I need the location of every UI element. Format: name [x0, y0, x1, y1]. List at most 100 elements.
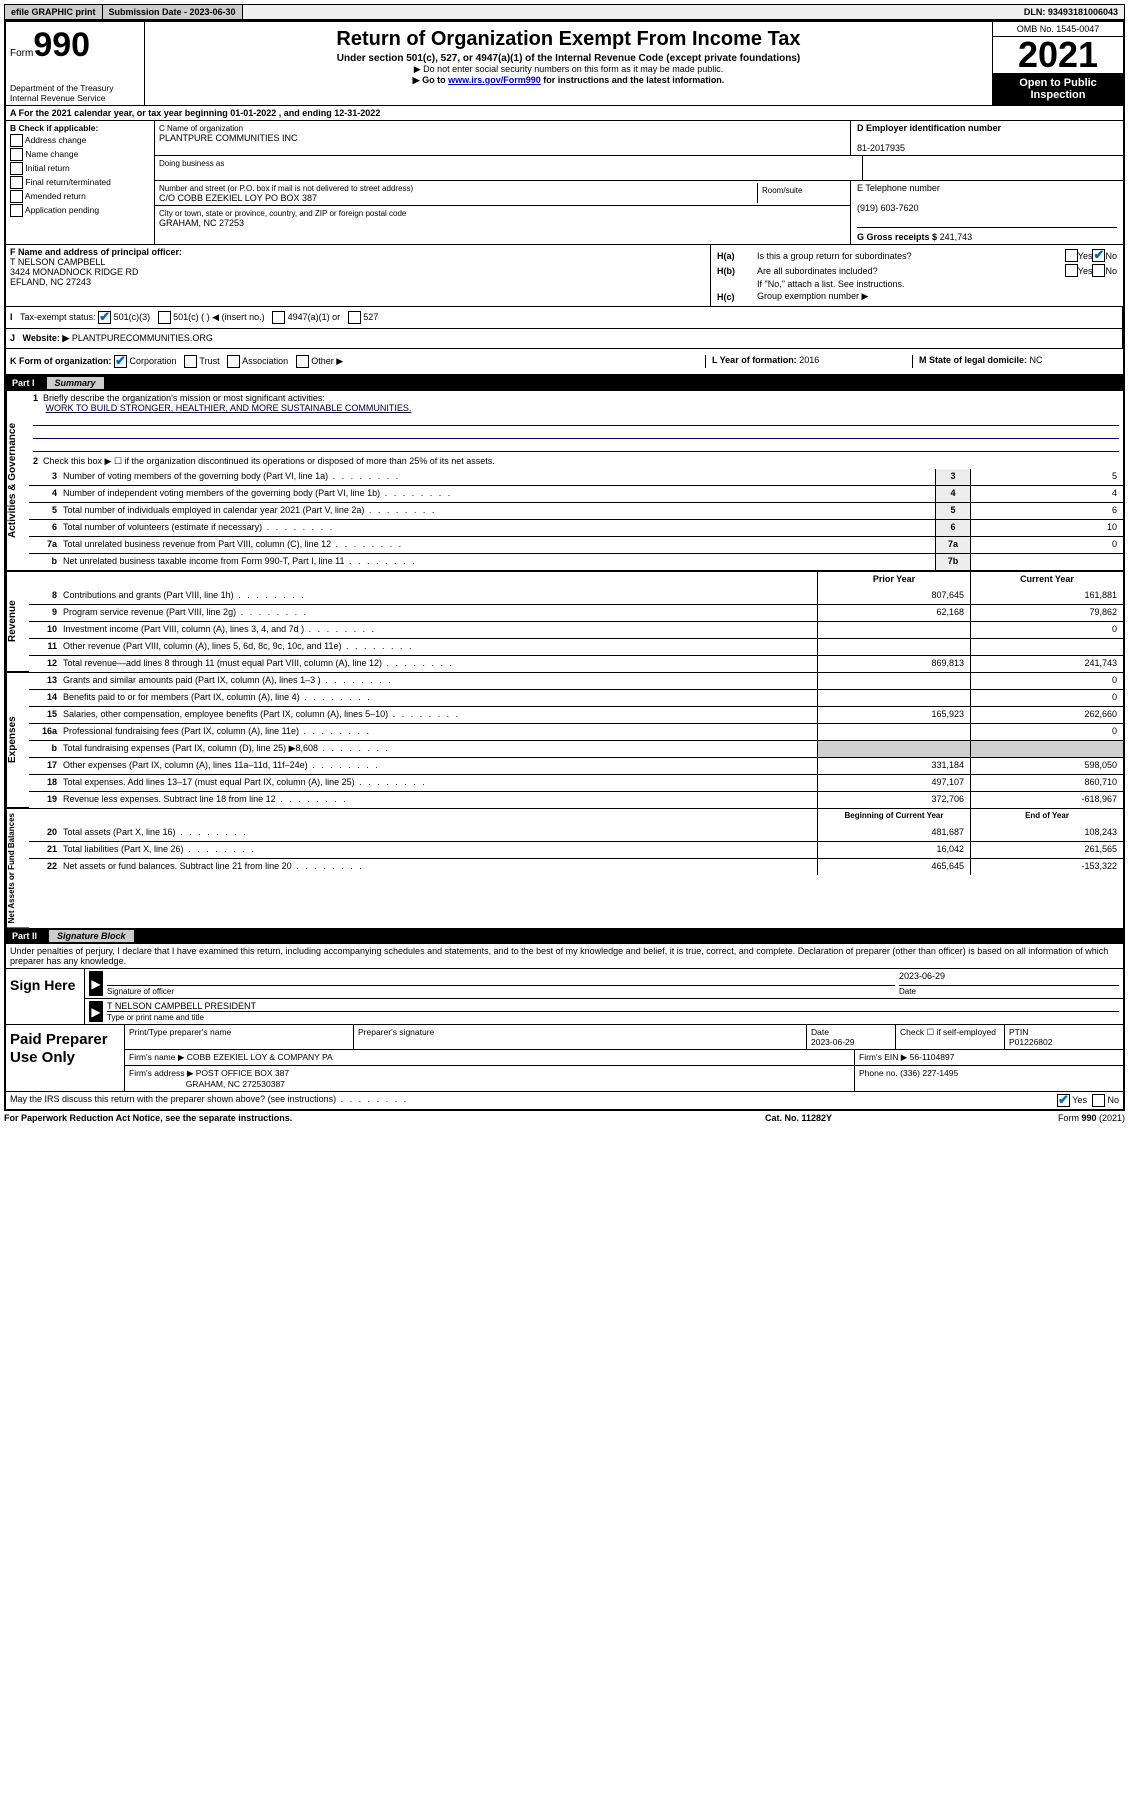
- cb-amended-return[interactable]: Amended return: [10, 190, 150, 203]
- prep-sig-header: Preparer's signature: [354, 1025, 807, 1049]
- box-c-street: Number and street (or P.O. box if mail i…: [159, 183, 758, 203]
- sign-arrow-icon: ▶: [89, 971, 103, 996]
- row-i: I Tax-exempt status: 501(c)(3) 501(c) ( …: [6, 307, 1123, 329]
- line-8: 8 Contributions and grants (Part VIII, l…: [29, 588, 1123, 605]
- prep-ptin: PTINP01226802: [1005, 1025, 1123, 1049]
- summary-net: Net Assets or Fund Balances Beginning of…: [6, 808, 1123, 928]
- efile-button[interactable]: efile GRAPHIC print: [5, 5, 103, 19]
- summary-expenses: Expenses 13 Grants and similar amounts p…: [6, 672, 1123, 808]
- line-9: 9 Program service revenue (Part VIII, li…: [29, 605, 1123, 622]
- officer-name: T NELSON CAMPBELL PRESIDENT: [107, 1001, 1119, 1012]
- sig-date: 2023-06-29: [899, 971, 1119, 986]
- line-21: 21 Total liabilities (Part X, line 26) 1…: [29, 842, 1123, 859]
- box-h: H(a)Is this a group return for subordina…: [711, 245, 1123, 306]
- cb-name-change[interactable]: Name change: [10, 148, 150, 161]
- line-13: 13 Grants and similar amounts paid (Part…: [29, 673, 1123, 690]
- line-1: 1 Briefly describe the organization's mi…: [29, 391, 1123, 454]
- line-4: 4 Number of independent voting members o…: [29, 486, 1123, 503]
- box-c-room: Room/suite: [758, 183, 846, 203]
- form-container: Form990 Department of the TreasuryIntern…: [4, 20, 1125, 1111]
- line-16a: 16a Professional fundraising fees (Part …: [29, 724, 1123, 741]
- firm-name: Firm's name ▶ COBB EZEKIEL LOY & COMPANY…: [125, 1050, 855, 1065]
- box-b: B Check if applicable: Address change Na…: [6, 121, 155, 244]
- prep-date: Date2023-06-29: [807, 1025, 896, 1049]
- section-fh: F Name and address of principal officer:…: [6, 245, 1123, 307]
- open-inspection: Open to Public Inspection: [993, 73, 1123, 105]
- line-20: 20 Total assets (Part X, line 16) 481,68…: [29, 825, 1123, 842]
- paid-preparer: Paid Preparer Use Only Print/Type prepar…: [6, 1024, 1123, 1091]
- row-j: J Website: ▶ PLANTPURECOMMUNITIES.ORG: [6, 329, 1123, 349]
- line-2: 2 Check this box ▶ ☐ if the organization…: [29, 454, 1123, 469]
- cb-501c[interactable]: [158, 311, 171, 324]
- form-note1: ▶ Do not enter social security numbers o…: [149, 64, 988, 75]
- prep-self-employed[interactable]: Check ☐ if self-employed: [896, 1025, 1005, 1049]
- firm-phone: Phone no. (336) 227-1495: [855, 1066, 1123, 1091]
- page-footer: For Paperwork Reduction Act Notice, see …: [4, 1111, 1125, 1125]
- form-number: Form990: [10, 26, 140, 65]
- box-d: D Employer identification number 81-2017…: [851, 121, 1123, 155]
- summary-revenue: Revenue Prior Year Current Year 8 Contri…: [6, 571, 1123, 672]
- row-k: K Form of organization: Corporation Trus…: [6, 349, 1123, 375]
- box-f: F Name and address of principal officer:…: [6, 245, 711, 306]
- box-c-city: City or town, state or province, country…: [155, 206, 850, 230]
- irs-link[interactable]: www.irs.gov/Form990: [448, 75, 541, 85]
- tab-governance: Activities & Governance: [6, 391, 29, 571]
- tax-year: 2021: [993, 37, 1123, 73]
- firm-ein: Firm's EIN ▶ 56-1104897: [855, 1050, 1123, 1065]
- cb-address-change[interactable]: Address change: [10, 134, 150, 147]
- form-title: Return of Organization Exempt From Incom…: [149, 28, 988, 51]
- box-e: E Telephone number (919) 603-7620: [857, 183, 1117, 228]
- submission-date: Submission Date - 2023-06-30: [103, 5, 243, 19]
- line-14: 14 Benefits paid to or for members (Part…: [29, 690, 1123, 707]
- box-g: G Gross receipts $ 241,743: [857, 228, 1117, 242]
- dept-label: Department of the TreasuryInternal Reven…: [10, 83, 113, 103]
- tab-net: Net Assets or Fund Balances: [6, 809, 29, 928]
- cb-501c3[interactable]: [98, 311, 111, 324]
- line-10: 10 Investment income (Part VIII, column …: [29, 622, 1123, 639]
- rev-header-row: Prior Year Current Year: [29, 572, 1123, 588]
- line-a: A For the 2021 calendar year, or tax yea…: [6, 106, 1123, 121]
- cb-4947[interactable]: [272, 311, 285, 324]
- cb-discuss-yes[interactable]: Yes No: [1057, 1094, 1119, 1107]
- line-5: 5 Total number of individuals employed i…: [29, 503, 1123, 520]
- line-11: 11 Other revenue (Part VIII, column (A),…: [29, 639, 1123, 656]
- line-12: 12 Total revenue—add lines 8 through 11 …: [29, 656, 1123, 672]
- part-ii-header: Part II Signature Block: [6, 928, 1123, 944]
- form-header: Form990 Department of the TreasuryIntern…: [6, 22, 1123, 106]
- cb-trust[interactable]: [184, 355, 197, 368]
- line-b: b Net unrelated business taxable income …: [29, 554, 1123, 571]
- sign-arrow-icon: ▶: [89, 1001, 103, 1022]
- line-b: b Total fundraising expenses (Part IX, c…: [29, 741, 1123, 758]
- dln: DLN: 93493181006043: [1018, 5, 1124, 19]
- sig-officer-label: Signature of officer: [107, 987, 174, 996]
- firm-address: Firm's address ▶ POST OFFICE BOX 387 GRA…: [125, 1066, 855, 1091]
- cb-corporation[interactable]: [114, 355, 127, 368]
- cb-other[interactable]: [296, 355, 309, 368]
- line-19: 19 Revenue less expenses. Subtract line …: [29, 792, 1123, 808]
- line-6: 6 Total number of volunteers (estimate i…: [29, 520, 1123, 537]
- cb-final-return[interactable]: Final return/terminated: [10, 176, 150, 189]
- line-7a: 7a Total unrelated business revenue from…: [29, 537, 1123, 554]
- tab-expenses: Expenses: [6, 673, 29, 808]
- line-17: 17 Other expenses (Part IX, column (A), …: [29, 758, 1123, 775]
- line-3: 3 Number of voting members of the govern…: [29, 469, 1123, 486]
- summary-governance: Activities & Governance 1 Briefly descri…: [6, 391, 1123, 571]
- form-note2: ▶ Go to www.irs.gov/Form990 for instruct…: [149, 75, 988, 86]
- net-header-row: Beginning of Current Year End of Year: [29, 809, 1123, 825]
- tab-revenue: Revenue: [6, 572, 29, 672]
- cb-application-pending[interactable]: Application pending: [10, 204, 150, 217]
- part-i-header: Part I Summary: [6, 375, 1123, 391]
- box-c-name: C Name of organization PLANTPURE COMMUNI…: [155, 121, 851, 155]
- form-subtitle: Under section 501(c), 527, or 4947(a)(1)…: [149, 53, 988, 64]
- line-22: 22 Net assets or fund balances. Subtract…: [29, 859, 1123, 875]
- line-18: 18 Total expenses. Add lines 13–17 (must…: [29, 775, 1123, 792]
- penalties-text: Under penalties of perjury, I declare th…: [6, 944, 1123, 969]
- section-bcdefg: B Check if applicable: Address change Na…: [6, 121, 1123, 245]
- line-15: 15 Salaries, other compensation, employe…: [29, 707, 1123, 724]
- discuss-row: May the IRS discuss this return with the…: [6, 1091, 1123, 1109]
- cb-initial-return[interactable]: Initial return: [10, 162, 150, 175]
- cb-association[interactable]: [227, 355, 240, 368]
- box-c-dba: Doing business as: [155, 156, 863, 180]
- cb-527[interactable]: [348, 311, 361, 324]
- sign-here: Sign Here ▶ Signature of officer 2023-06…: [6, 969, 1123, 1024]
